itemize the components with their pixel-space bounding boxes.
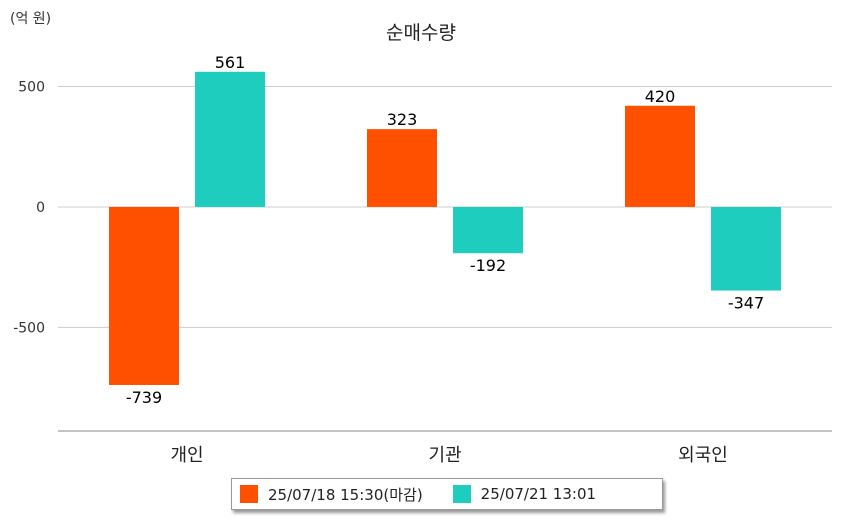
bar-2-3 [711, 206, 781, 291]
data-label: -192 [470, 256, 506, 275]
x-tick-label: 개인 [170, 445, 203, 466]
legend-label-series-1: 25/07/18 15:30(마감) [268, 485, 423, 504]
legend-item-series-1[interactable]: 25/07/18 15:30(마감) [240, 484, 423, 505]
y-tick-label: 500 [18, 80, 45, 96]
data-label: -739 [126, 388, 162, 407]
bar-1-2 [367, 129, 437, 207]
bar-chart: 500 0 -500 -739 561 개인 323 -192 기관 420 -347 외국인 [13, 53, 832, 466]
legend-label-series-2: 25/07/21 13:01 [480, 485, 597, 503]
data-label: 420 [645, 87, 676, 106]
chart-title: 순매수량 [386, 22, 456, 44]
data-label: -347 [728, 294, 764, 313]
x-tick-label: 기관 [428, 445, 461, 466]
bar-1-3 [625, 105, 695, 207]
legend-item-series-2[interactable]: 25/07/21 13:01 [452, 485, 597, 503]
bar-2-2 [453, 206, 523, 254]
legend-swatch-series-1 [240, 485, 258, 503]
unit-label: (억 원) [10, 11, 52, 27]
y-tick-label: 0 [36, 200, 45, 216]
bar-2-1 [195, 71, 265, 207]
y-tick-label: -500 [13, 320, 45, 336]
data-label: 323 [387, 110, 418, 129]
x-tick-label: 외국인 [678, 445, 728, 466]
bar-1-1 [109, 206, 179, 385]
legend-swatch-series-2 [452, 485, 471, 503]
data-label: 561 [215, 53, 246, 72]
legend: 25/07/18 15:30(마감) 25/07/21 13:01 [231, 478, 663, 510]
